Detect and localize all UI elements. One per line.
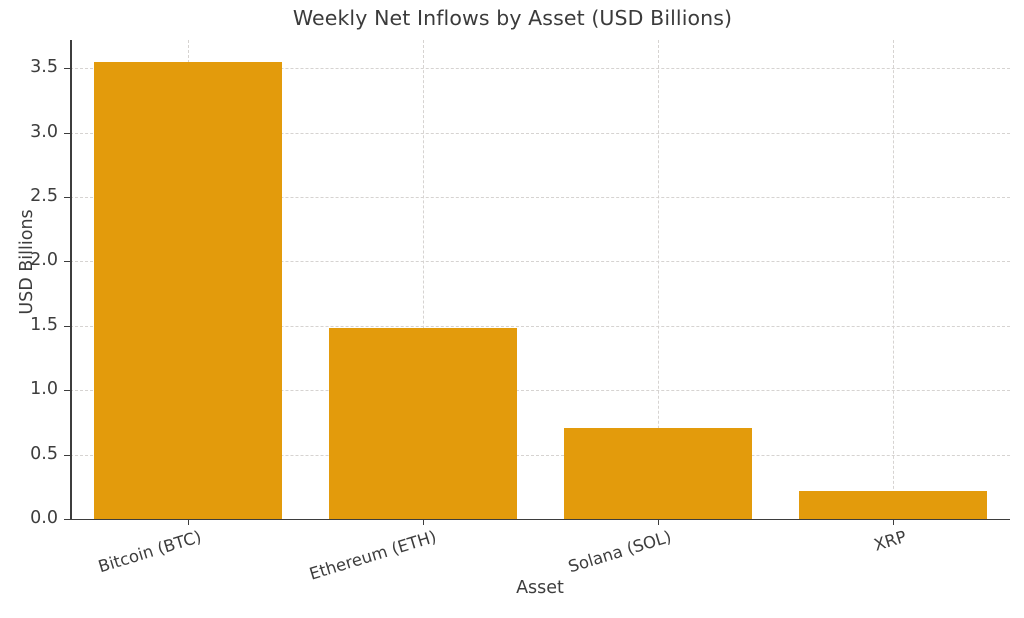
chart-title: Weekly Net Inflows by Asset (USD Billion… bbox=[292, 6, 733, 30]
y-axis-label: USD Billions bbox=[17, 209, 37, 315]
x-tick-mark bbox=[657, 519, 659, 525]
bar bbox=[328, 328, 517, 519]
y-tick-label: 2.5 bbox=[30, 186, 58, 207]
x-axis-spine bbox=[70, 518, 1010, 521]
x-axis-label: Asset bbox=[516, 578, 564, 598]
y-tick-label: 0.0 bbox=[30, 508, 58, 528]
bar bbox=[563, 427, 752, 519]
x-tick-mark bbox=[187, 519, 189, 525]
gridline-horizontal bbox=[70, 197, 1010, 199]
y-tick-label: 0.5 bbox=[30, 443, 58, 464]
y-tick-mark bbox=[64, 197, 70, 199]
x-tick-mark bbox=[892, 519, 894, 525]
y-tick-label: 1.0 bbox=[30, 379, 58, 400]
x-tick-label: XRP bbox=[871, 527, 909, 555]
x-tick-label: Ethereum (ETH) bbox=[306, 527, 439, 584]
y-tick-label: 3.5 bbox=[30, 57, 58, 78]
gridline-horizontal bbox=[70, 261, 1010, 263]
bar bbox=[93, 61, 282, 519]
y-tick-mark bbox=[64, 325, 70, 327]
y-tick-mark bbox=[64, 454, 70, 456]
bar bbox=[798, 490, 987, 519]
y-tick-label: 3.0 bbox=[30, 121, 58, 142]
gridline-vertical bbox=[892, 40, 894, 519]
y-tick-mark bbox=[64, 132, 70, 134]
x-tick-label: Solana (SOL) bbox=[565, 527, 674, 577]
y-tick-mark bbox=[64, 261, 70, 263]
gridline-vertical bbox=[657, 40, 659, 519]
gridline-horizontal bbox=[70, 390, 1010, 392]
y-tick-mark bbox=[64, 390, 70, 392]
y-tick-label: 2.0 bbox=[30, 250, 58, 271]
plot-area bbox=[70, 40, 1010, 520]
y-tick-label: 1.5 bbox=[30, 314, 58, 335]
gridline-horizontal bbox=[70, 132, 1010, 134]
gridline-horizontal bbox=[70, 68, 1010, 70]
y-tick-mark bbox=[64, 519, 70, 520]
y-axis-spine bbox=[70, 40, 72, 520]
gridline-horizontal bbox=[70, 325, 1010, 327]
gridline-vertical bbox=[422, 40, 424, 519]
x-tick-mark bbox=[422, 519, 424, 525]
y-tick-mark bbox=[64, 68, 70, 70]
gridline-horizontal bbox=[70, 454, 1010, 456]
x-tick-label: Bitcoin (BTC) bbox=[95, 527, 204, 577]
